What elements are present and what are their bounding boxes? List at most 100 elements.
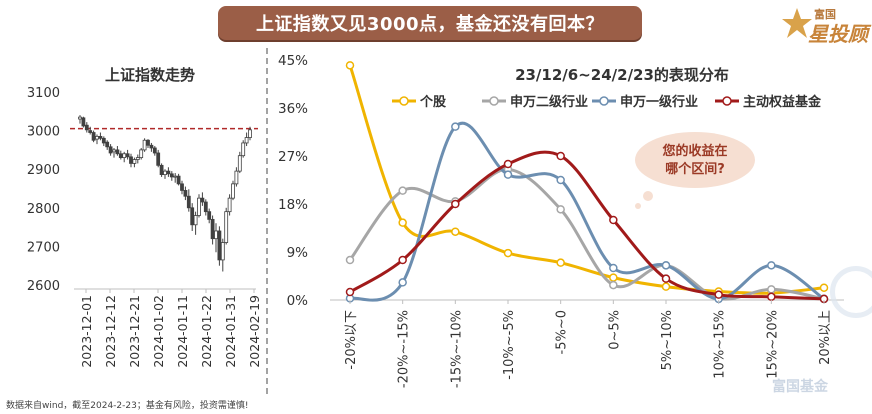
banner-title: 上证指数又见3000点，基金还没有回本？	[218, 6, 642, 40]
candle	[101, 136, 106, 147]
candle-body	[166, 170, 171, 175]
candle	[173, 173, 178, 183]
series-point	[609, 273, 618, 282]
candle-body	[207, 211, 212, 220]
y-tick-label: 3100	[27, 86, 60, 101]
candle	[180, 180, 184, 195]
candle	[118, 150, 123, 160]
legend-label: 申万二级行业	[510, 94, 588, 110]
y-tick-label: 2900	[27, 163, 60, 178]
bubble-dot	[635, 203, 641, 209]
series-point	[556, 258, 565, 267]
series-point	[451, 122, 460, 131]
candle	[183, 186, 188, 201]
series-point	[609, 215, 618, 225]
candle	[163, 169, 167, 179]
series-point	[661, 282, 671, 291]
x-tick-label: 15%~20%	[765, 310, 780, 379]
candle-body	[115, 149, 120, 155]
candle	[214, 223, 218, 253]
candle	[132, 157, 137, 168]
candle-body	[176, 175, 181, 185]
series-point	[819, 283, 829, 292]
candle	[186, 189, 191, 212]
candle-body	[98, 135, 103, 139]
candle	[166, 167, 171, 177]
y-tick-label: 2800	[27, 202, 60, 217]
y-tick-label: 2600	[27, 279, 60, 294]
x-tick-label: -5%~0	[555, 310, 570, 354]
candle	[227, 194, 232, 216]
candle	[139, 147, 144, 160]
candle	[125, 149, 130, 160]
candle-body	[91, 132, 96, 141]
y-tick-label: 27%	[278, 149, 308, 165]
series-point	[609, 263, 618, 273]
series-point	[451, 227, 460, 236]
series-point	[503, 170, 513, 179]
series-point	[398, 186, 407, 195]
x-tick-label: 0~5%	[607, 310, 622, 350]
candle-body	[241, 142, 246, 157]
y-tick-label: 3000	[27, 125, 60, 140]
series-line	[349, 150, 825, 301]
candle-body	[248, 129, 252, 138]
candle	[115, 146, 120, 156]
legend-swatch-marker	[599, 96, 609, 106]
candle-body	[173, 175, 178, 178]
series-point	[556, 151, 565, 161]
x-tick-label: 2023-12-12	[103, 295, 118, 368]
series-point	[345, 287, 355, 297]
x-tick-label: 2024-02-19	[247, 295, 262, 368]
candle	[149, 142, 154, 152]
candle-body	[122, 153, 127, 159]
candle-body	[169, 173, 174, 178]
x-tick-label: 2024-01-22	[199, 295, 214, 368]
bubble-body	[635, 132, 755, 188]
star-icon	[782, 8, 812, 38]
footnote: 数据来自wind，截至2024-2-23；基金有风险，投资需谨慎!	[6, 401, 249, 411]
candle-body	[95, 135, 99, 140]
candle-body	[139, 149, 144, 159]
series-point	[398, 278, 407, 287]
series-point	[451, 199, 460, 209]
candle-body	[112, 149, 116, 153]
candle	[210, 215, 215, 245]
candle	[98, 132, 103, 141]
candle-body	[217, 230, 222, 261]
series-point	[398, 255, 407, 265]
candle-body	[183, 190, 188, 197]
candle-body	[186, 195, 191, 209]
candle	[200, 192, 205, 206]
candle	[231, 180, 235, 201]
candle-body	[163, 170, 167, 176]
series-point	[503, 159, 513, 169]
x-tick-label: 2023-12-01	[79, 295, 94, 368]
candle-body	[203, 201, 208, 213]
series-point	[345, 255, 355, 265]
x-tick-label: 2024-01-31	[223, 295, 238, 368]
candle	[176, 173, 181, 186]
candle	[224, 207, 229, 245]
x-tick-label: 5%~10%	[660, 310, 675, 370]
logo-name: 星投顾	[808, 22, 868, 46]
series-point	[398, 218, 407, 227]
candle-body	[224, 211, 229, 243]
series-point	[767, 285, 776, 294]
legend-item: 申万一级行业	[592, 94, 698, 110]
candle-body	[200, 197, 205, 203]
series-point	[556, 205, 565, 214]
series	[345, 122, 829, 304]
candle-body	[101, 137, 106, 144]
candle-body	[152, 147, 157, 154]
x-tick-label: -15%~-10%	[449, 310, 464, 388]
candle-body	[105, 141, 110, 148]
candle-body	[81, 117, 86, 127]
candle-body	[234, 170, 239, 185]
candle	[78, 115, 82, 124]
series-line	[349, 122, 825, 302]
candle-body	[125, 153, 130, 158]
y-tick-label: 45%	[278, 53, 308, 69]
